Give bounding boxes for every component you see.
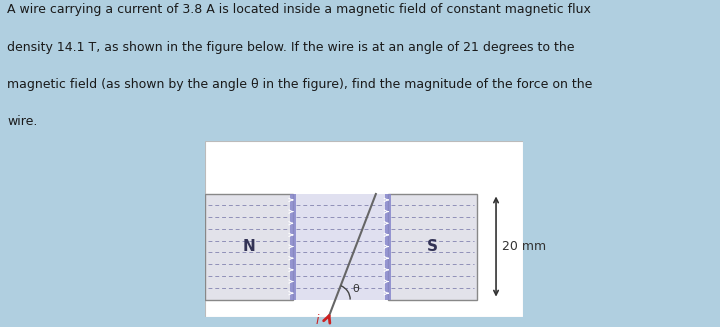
Bar <box>388 194 477 300</box>
Text: S: S <box>427 239 438 254</box>
Bar <box>204 194 293 300</box>
Text: wire.: wire. <box>7 115 37 129</box>
Bar <box>293 194 388 300</box>
Text: magnetic field (as shown by the angle θ in the figure), find the magnitude of th: magnetic field (as shown by the angle θ … <box>7 78 593 91</box>
Text: 20 mm: 20 mm <box>503 240 546 253</box>
Text: density 14.1 T, as shown in the figure below. If the wire is at an angle of 21 d: density 14.1 T, as shown in the figure b… <box>7 41 575 54</box>
Text: N: N <box>243 239 255 254</box>
Bar <box>385 194 392 300</box>
Text: i: i <box>316 314 319 327</box>
Text: A wire carrying a current of 3.8 A is located inside a magnetic field of constan: A wire carrying a current of 3.8 A is lo… <box>7 3 591 16</box>
Text: θ: θ <box>352 284 359 294</box>
Bar <box>289 194 296 300</box>
